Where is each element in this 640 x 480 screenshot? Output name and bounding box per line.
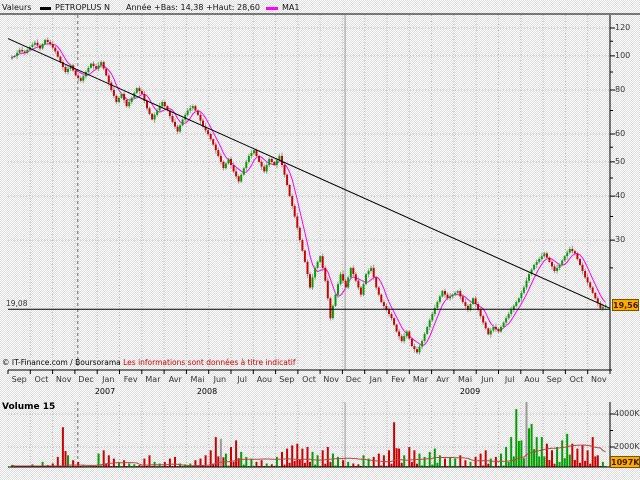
month-label: Jun	[213, 375, 227, 384]
month-label: Dec	[78, 375, 94, 384]
month-label: Nov	[323, 375, 340, 384]
month-label: Sep	[279, 375, 295, 384]
month-label: Nov	[55, 375, 72, 384]
price-tick-label: 100	[615, 51, 631, 60]
month-label: Jul	[237, 375, 247, 384]
price-tick-label: 40	[615, 191, 626, 200]
price-tick-label: 80	[615, 85, 626, 94]
month-label: Avr	[168, 375, 182, 384]
year-stats: Année +Bas: 14,38 +Haut: 28,60	[126, 3, 260, 12]
month-label: Nov	[591, 375, 607, 384]
month-label: Aou	[256, 375, 273, 384]
volume-title: Volume 15	[2, 402, 56, 412]
month-label: Sep	[11, 375, 27, 384]
month-label: Mai	[458, 375, 473, 384]
month-label: Jan	[102, 375, 115, 384]
copyright-text: © IT-Finance.com / Boursorama	[2, 358, 121, 367]
support-level-label: 19,08	[6, 299, 28, 308]
month-label: Mai	[190, 375, 205, 384]
last-price-badge: 19,56	[612, 299, 639, 311]
month-label: Fev	[123, 375, 138, 384]
month-label: Sep	[546, 375, 562, 384]
volume-tick-label: 2000K	[614, 442, 640, 451]
volume-tick-label: 4000K	[614, 409, 640, 418]
year-label: 2009	[459, 387, 481, 396]
month-label: Avr	[436, 375, 450, 384]
price-tick-label: 60	[615, 129, 626, 138]
disclaimer-text: Les informations sont données à titre in…	[123, 358, 296, 367]
year-label: 2007	[94, 387, 116, 396]
month-label: Jun	[481, 375, 494, 384]
price-tick-label: 50	[615, 157, 626, 166]
month-label: Jan	[369, 375, 382, 384]
month-label: Dec	[345, 375, 362, 384]
month-label: Oct	[34, 375, 49, 384]
footer-note: © IT-Finance.com / Boursorama Les inform…	[2, 358, 296, 367]
month-label: Mar	[412, 375, 428, 384]
month-label: Mar	[145, 375, 161, 384]
series-name: PETROPLUS N	[55, 3, 110, 12]
price-tick-label: 120	[615, 23, 631, 32]
month-label: Oct	[302, 375, 316, 384]
ma1-color-swatch-icon	[266, 7, 278, 10]
ma1-label: MA1	[282, 3, 300, 12]
price-tick-label: 30	[615, 235, 626, 244]
month-label: Fev	[391, 375, 406, 384]
month-label: Aou	[524, 375, 540, 384]
last-volume-badge: 1097K	[610, 456, 640, 468]
month-label: Oct	[569, 375, 584, 384]
month-label: Jul	[504, 375, 515, 384]
year-label: 2008	[196, 387, 218, 396]
values-label: Valeurs	[2, 3, 32, 12]
series-color-swatch-icon	[40, 7, 51, 10]
